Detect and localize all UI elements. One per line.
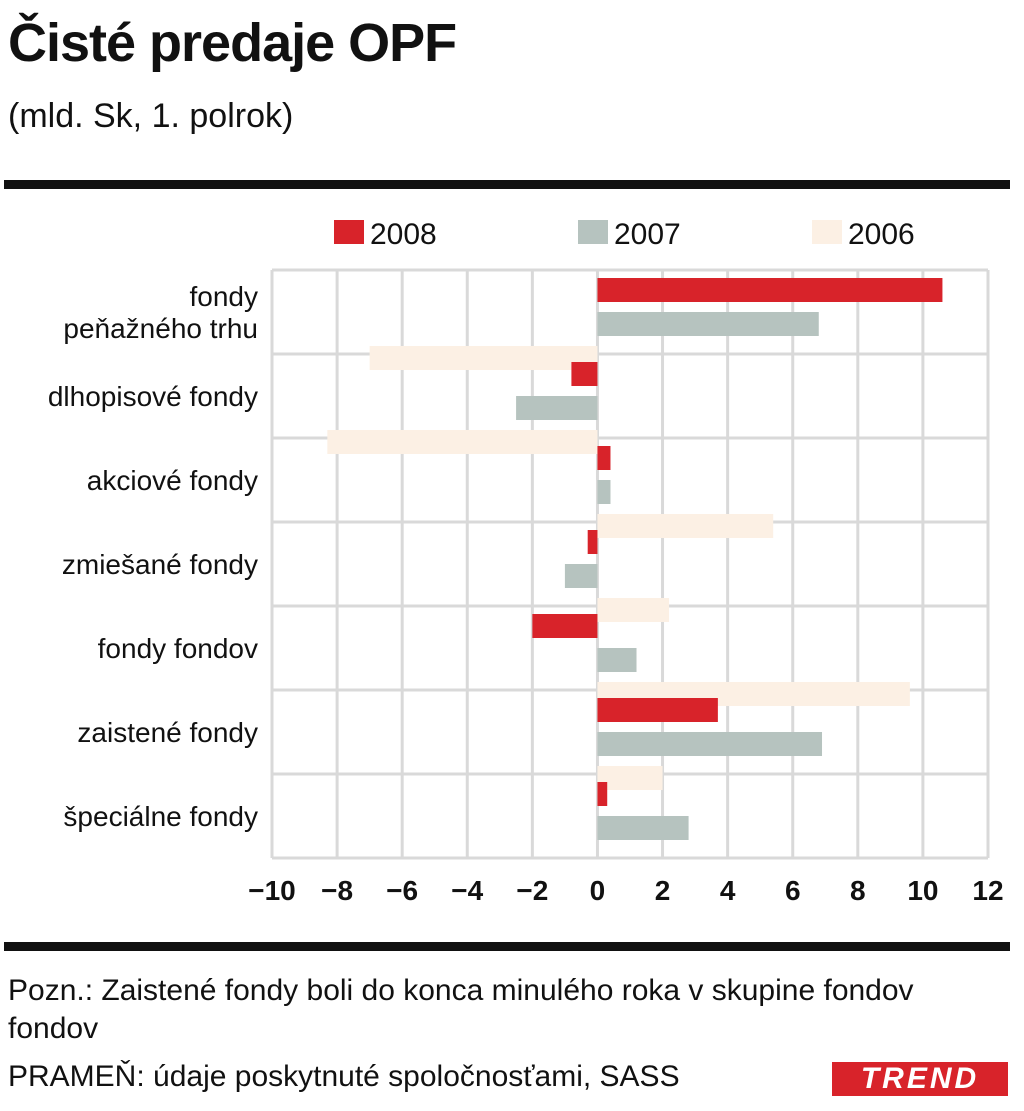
category-label: fondy	[190, 281, 259, 312]
bar-2007-5	[597, 732, 823, 756]
bar-2006-2	[597, 514, 774, 538]
bar-2008-2	[597, 446, 611, 470]
legend-swatch-2007	[578, 220, 608, 244]
bar-2007-2	[597, 480, 611, 504]
bar-2007-4	[597, 648, 637, 672]
bar-2006-0	[369, 346, 598, 370]
bar-2008-1	[571, 362, 598, 386]
bottom-divider	[4, 942, 1010, 951]
bar-2006-5	[597, 766, 663, 790]
category-label: zmiešané fondy	[62, 549, 258, 580]
x-axis-tick-labels: −10 −8 −6 −4 −2 0 2 4 6 8 10 12	[248, 875, 1003, 906]
legend-label-2006: 2006	[848, 218, 915, 251]
bar-2007-3	[564, 564, 598, 588]
category-label: dlhopisové fondy	[48, 381, 258, 412]
bar-2008-3	[587, 530, 598, 554]
bar-2007-6	[597, 816, 689, 840]
legend-swatch-2006	[812, 220, 842, 244]
bar-2007-1	[516, 396, 598, 420]
tick-label: 2	[655, 875, 671, 906]
legend-label-2008: 2008	[370, 218, 437, 251]
chart-subtitle: (mld. Sk, 1. polrok)	[8, 97, 294, 135]
tick-label: 8	[850, 875, 866, 906]
bar-2008-6	[597, 782, 608, 806]
category-label: peňažného trhu	[63, 313, 258, 344]
tick-label: 0	[590, 875, 606, 906]
tick-label: 4	[720, 875, 736, 906]
source-text: PRAMEŇ: údaje poskytnuté spoločnosťami, …	[8, 1060, 680, 1093]
trend-logo: TREND	[832, 1062, 1008, 1096]
category-label: špeciálne fondy	[63, 801, 258, 832]
category-label: zaistené fondy	[77, 717, 258, 748]
tick-label: −8	[321, 875, 353, 906]
chart-title: Čisté predaje OPF	[8, 13, 457, 73]
tick-label: 12	[972, 875, 1003, 906]
bars	[327, 278, 943, 840]
legend-label-2007: 2007	[614, 218, 681, 251]
tick-label: 10	[907, 875, 938, 906]
bar-2007-0	[597, 312, 819, 336]
bar-2006-3	[597, 598, 670, 622]
bar-2008-0	[597, 278, 943, 302]
footnote: Pozn.: Zaistené fondy boli do konca minu…	[8, 974, 914, 1045]
tick-label: −10	[248, 875, 296, 906]
tick-label: −4	[451, 875, 483, 906]
top-divider	[4, 180, 1010, 189]
tick-label: −6	[386, 875, 418, 906]
bar-2008-5	[597, 698, 718, 722]
legend: 2008 2007 2006	[334, 218, 915, 251]
bar-2008-4	[532, 614, 598, 638]
category-label: akciové fondy	[87, 465, 258, 496]
bar-2006-1	[327, 430, 598, 454]
legend-swatch-2008	[334, 220, 364, 244]
tick-label: −2	[516, 875, 548, 906]
tick-label: 6	[785, 875, 801, 906]
category-label: fondy fondov	[98, 633, 258, 664]
